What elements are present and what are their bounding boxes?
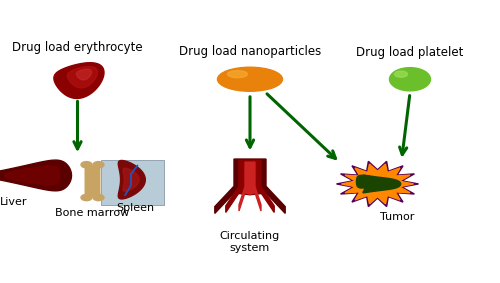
Polygon shape (4, 166, 60, 185)
Polygon shape (226, 160, 274, 212)
Text: Spleen: Spleen (116, 203, 154, 213)
Polygon shape (76, 69, 92, 80)
Ellipse shape (93, 162, 104, 168)
Ellipse shape (93, 194, 104, 201)
Polygon shape (336, 161, 418, 207)
Ellipse shape (81, 162, 92, 168)
Polygon shape (118, 160, 146, 199)
FancyBboxPatch shape (101, 160, 164, 205)
Text: Liver: Liver (0, 197, 27, 207)
Ellipse shape (228, 71, 248, 78)
Text: Tumor: Tumor (380, 212, 414, 222)
Text: Drug load nanoparticles: Drug load nanoparticles (179, 45, 321, 58)
Text: Bone marrow: Bone marrow (56, 208, 130, 218)
Polygon shape (0, 160, 72, 191)
Polygon shape (356, 175, 382, 188)
Text: Drug load erythrocyte: Drug load erythrocyte (12, 41, 143, 54)
Text: Drug load platelet: Drug load platelet (356, 46, 464, 59)
Polygon shape (239, 162, 261, 211)
Polygon shape (123, 168, 139, 191)
Polygon shape (68, 67, 98, 88)
Ellipse shape (218, 67, 282, 91)
Ellipse shape (390, 68, 430, 91)
Polygon shape (363, 175, 401, 193)
FancyBboxPatch shape (84, 165, 100, 197)
Polygon shape (342, 164, 413, 204)
Ellipse shape (394, 71, 407, 77)
Polygon shape (54, 63, 104, 98)
Ellipse shape (81, 194, 92, 201)
Polygon shape (215, 159, 285, 213)
Text: Circulating
system: Circulating system (220, 231, 280, 253)
